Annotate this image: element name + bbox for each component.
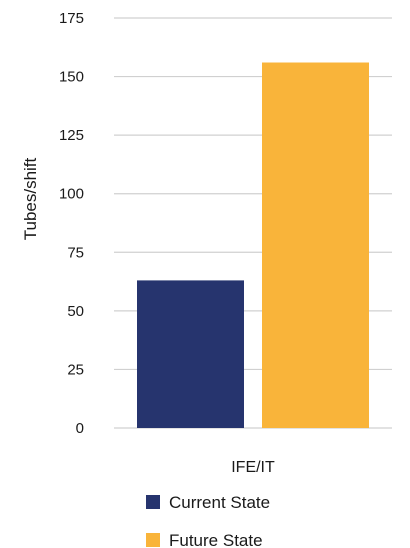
y-tick-label: 100 xyxy=(59,186,84,203)
legend-swatch xyxy=(146,495,160,509)
legend-label: Future State xyxy=(169,531,263,548)
y-tick-label: 50 xyxy=(67,303,84,320)
legend-swatch xyxy=(146,533,160,547)
bar-future-state xyxy=(262,62,369,429)
y-tick-label: 125 xyxy=(59,127,84,144)
y-tick-label: 25 xyxy=(67,361,84,378)
y-axis-ticks: 0 25 50 75 100 125 150 175 xyxy=(59,10,84,437)
legend-label: Current State xyxy=(169,493,270,512)
y-tick-label: 75 xyxy=(67,244,84,261)
y-tick-label: 150 xyxy=(59,69,84,86)
x-axis-categories: IFE/IT xyxy=(231,459,275,476)
x-category-label: IFE/IT xyxy=(231,459,275,476)
legend: Current State Future State xyxy=(146,493,270,548)
y-tick-label: 0 xyxy=(76,420,84,437)
y-tick-label: 175 xyxy=(59,10,84,27)
y-axis-title: Tubes/shift xyxy=(21,157,40,240)
bar-current-state xyxy=(137,280,244,428)
bars xyxy=(137,62,369,429)
